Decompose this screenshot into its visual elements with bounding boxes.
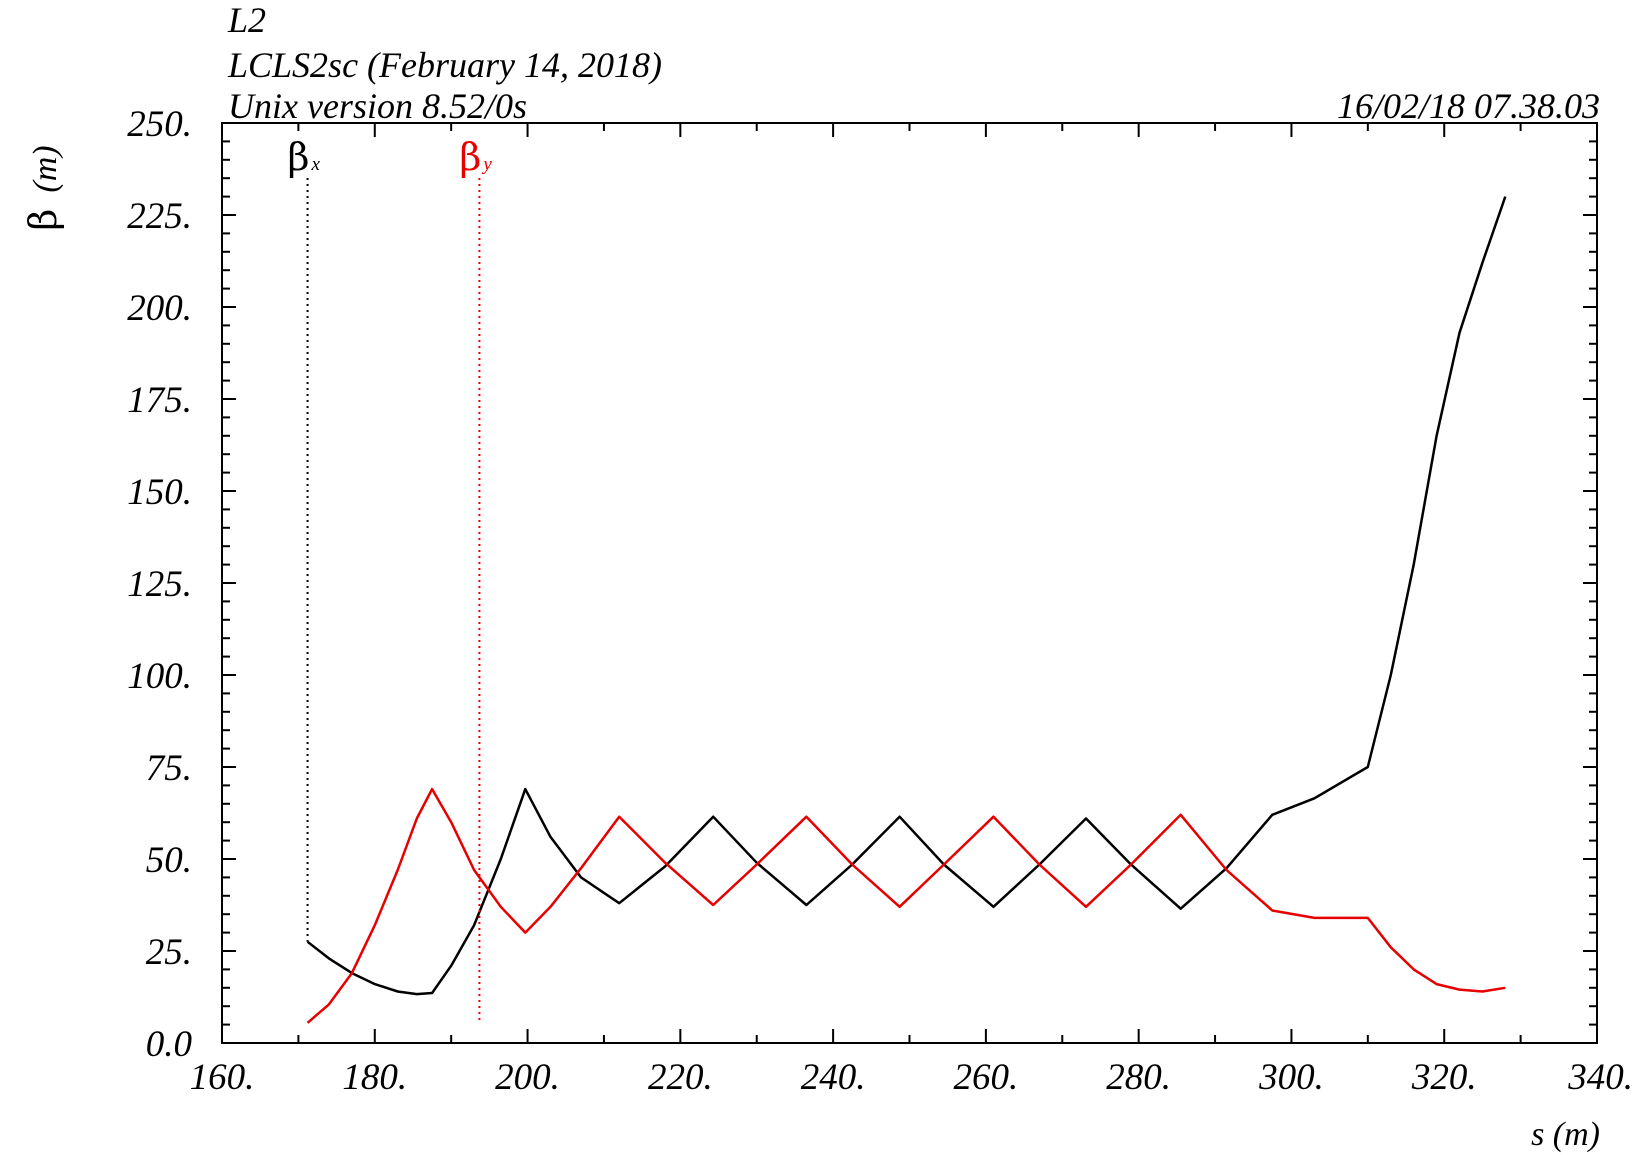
- x-tick-label: 260.: [954, 1057, 1019, 1098]
- y-tick-label: 125.: [127, 564, 192, 605]
- series-lines: [306, 196, 1507, 1024]
- x-tick-label: 180.: [342, 1057, 407, 1098]
- x-tick-label: 300.: [1258, 1057, 1324, 1098]
- header-line-2: LCLS2sc (February 14, 2018): [227, 45, 662, 85]
- x-tick-label: 200.: [495, 1057, 560, 1098]
- header-line-1: L2: [227, 0, 266, 40]
- y-axis-label: β (m): [21, 145, 65, 230]
- y-tick-label: 200.: [127, 288, 192, 329]
- y-tick-label: 25.: [146, 932, 192, 973]
- x-tick-label: 340.: [1567, 1057, 1633, 1098]
- timestamp: 16/02/18 07.38.03: [1337, 86, 1600, 126]
- tick-labels: 160. 180. 200. 220. 240. 260. 280. 300. 320. 340.…: [127, 104, 1633, 1098]
- y-axis-label-unit: (m): [27, 145, 64, 192]
- x-axis-label: s (m): [1531, 1116, 1600, 1153]
- x-tick-label: 240.: [801, 1057, 866, 1098]
- y-tick-label: 0.0: [146, 1024, 193, 1065]
- y-tick-label: 175.: [127, 380, 192, 421]
- x-tick-label: 160.: [190, 1057, 255, 1098]
- plot-frame: [221, 122, 1598, 1044]
- header-line-3: Unix version 8.52/0s: [228, 86, 527, 126]
- axis-ticks: [221, 122, 1598, 1044]
- y-tick-label: 100.: [127, 656, 192, 697]
- y-tick-label: 150.: [127, 472, 192, 513]
- x-tick-label: 220.: [648, 1057, 713, 1098]
- series-line-1: [306, 787, 1506, 1024]
- y-axis-label-symbol: β: [21, 209, 65, 231]
- y-tick-label: 50.: [146, 840, 192, 881]
- y-tick-label: 75.: [146, 748, 192, 789]
- x-tick-label: 280.: [1106, 1057, 1171, 1098]
- y-tick-label: 225.: [127, 196, 192, 237]
- series-line-0: [306, 196, 1507, 996]
- y-tick-label: 250.: [127, 104, 192, 145]
- svg-text:β (m): β (m): [21, 145, 65, 230]
- x-tick-label: 320.: [1411, 1057, 1477, 1098]
